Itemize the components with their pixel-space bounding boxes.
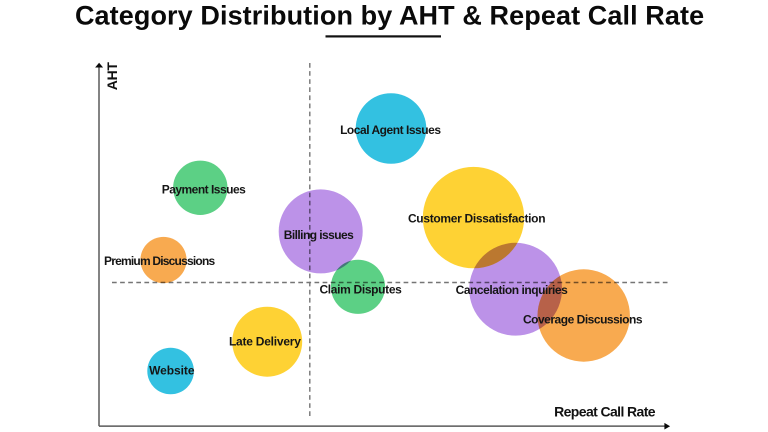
svg-text:Late Delivery: Late Delivery bbox=[229, 334, 301, 348]
svg-text:Claim Disputes: Claim Disputes bbox=[319, 283, 402, 297]
svg-text:Website: Website bbox=[149, 364, 195, 378]
svg-text:Category Distribution by AHT &: Category Distribution by AHT & Repeat Ca… bbox=[75, 0, 704, 30]
svg-text:Billing issues: Billing issues bbox=[284, 228, 354, 242]
svg-text:Cancelation inquiries: Cancelation inquiries bbox=[456, 283, 568, 297]
svg-text:Customer Dissatisfaction: Customer Dissatisfaction bbox=[408, 212, 545, 226]
svg-text:Repeat Call Rate: Repeat Call Rate bbox=[554, 404, 656, 420]
svg-text:AHT: AHT bbox=[104, 62, 120, 91]
svg-text:Coverage Discussions: Coverage Discussions bbox=[523, 313, 643, 327]
svg-text:Payment Issues: Payment Issues bbox=[162, 182, 246, 196]
svg-text:Premium Discussions: Premium Discussions bbox=[104, 254, 215, 268]
svg-text:Local Agent Issues: Local Agent Issues bbox=[340, 123, 441, 137]
